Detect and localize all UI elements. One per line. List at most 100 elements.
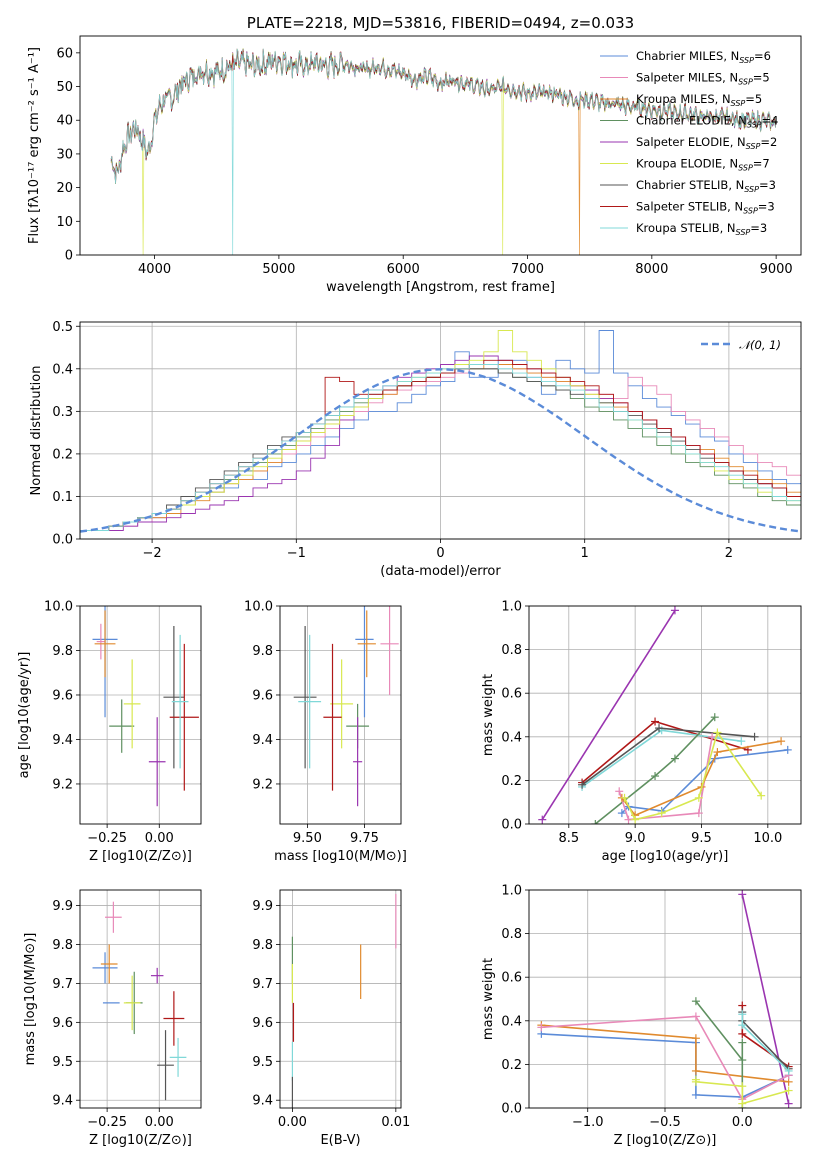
mass-vs-Z-axes: −0.25 0.00 9.4 9.5 9.6 9.7 9.8 9.9 [52,890,201,1130]
x-tick-label: 2 [725,546,733,561]
legend-label: Kroupa MILES, NSSP=5 [636,92,762,108]
y-tick-label: 9.4 [52,733,73,748]
y-tick-label: 9.6 [252,1016,273,1031]
weight-vs-Z-axes: −1.0 −0.5 0.0 0.0 0.2 0.4 0.6 0.8 1.0 [501,884,801,1130]
age-vs-mass-axes: 9.50 9.75 9.2 9.4 9.6 9.8 10.0 [244,600,401,846]
x-tick-label: −1 [287,546,306,561]
legend-label: Salpeter STELIB, NSSP=3 [636,200,775,216]
x-axis-label: Z [log10(Z/Z⊙)] [89,1133,192,1148]
legend-label: Chabrier MILES, NSSP=6 [636,49,771,65]
y-axis-label: mass weight [481,674,496,756]
weight-series-chabrier-elodie [691,997,747,1108]
x-tick-label: 6000 [387,262,420,277]
spectrum-line-kroupa-stelib [110,48,776,255]
error-point-chabrier-miles [355,606,374,718]
axes-frame [279,889,402,1109]
x-tick-label: 0 [436,546,444,561]
legend-label: Kroupa ELODIE, NSSP=7 [636,157,770,173]
y-tick-label: 1.0 [501,884,522,899]
y-tick-label: 9.6 [52,688,73,703]
x-tick-label: −0.25 [87,1115,127,1130]
spectrum-title: PLATE=2218, MJD=53816, FIBERID=0494, z=0… [247,14,634,32]
weight-series-chabrier-stelib [578,724,759,789]
weight-series-salpeter-stelib [578,717,752,787]
y-tick-label: 0 [65,249,73,264]
x-tick-label: 9000 [760,262,793,277]
axes-frame [279,605,402,825]
x-axis-label: wavelength [Angstrom, rest frame] [326,280,555,295]
x-tick-label: 8000 [635,262,668,277]
y-axis-label: Flux [fλ10⁻¹⁷ erg cm⁻² s⁻¹ A⁻¹] [27,47,42,244]
x-tick-label: 9.50 [293,831,322,846]
weight-series-salpeter-elodie [538,606,679,824]
legend-label: Salpeter MILES, NSSP=5 [636,71,770,87]
spectrum-axes: 4000 5000 6000 7000 8000 9000 0 10 20 30 40 50 60 [56,46,792,277]
y-tick-label: 0.2 [501,774,522,789]
age-vs-Z-axes: −0.25 0.00 9.2 9.4 9.6 9.8 10.0 [44,600,201,846]
y-tick-label: 9.6 [52,1016,73,1031]
y-tick-label: 9.9 [52,899,73,914]
y-tick-label: 9.2 [52,777,73,792]
error-point-kroupa-elodie [123,659,141,749]
x-tick-label: 10.0 [753,831,782,846]
x-tick-label: 5000 [262,262,295,277]
error-point-salpeter-stelib [169,643,199,791]
mass-vs-EBV-axes: 0.00 0.01 9.4 9.5 9.6 9.7 9.8 9.9 [252,890,410,1130]
x-axis-label: Z [log10(Z/Z⊙)] [89,849,192,864]
weight-series-kroupa-stelib [738,1010,793,1075]
error-point-salpeter-stelib [163,991,185,1046]
y-tick-label: 9.8 [252,938,273,953]
x-tick-label: −0.25 [87,831,127,846]
y-tick-label: 9.7 [52,977,73,992]
weight-series-kroupa-elodie [691,1075,793,1108]
legend-label: Salpeter ELODIE, NSSP=2 [636,135,777,151]
legend-label: Chabrier ELODIE, NSSP=4 [636,114,778,130]
y-tick-label: 9.4 [252,733,273,748]
x-tick-label: 9.75 [350,831,379,846]
error-point-kroupa-stelib [171,634,189,769]
x-tick-label: −0.5 [649,1115,681,1130]
axes-frame [79,889,202,1109]
y-tick-label: 9.8 [252,644,273,659]
y-tick-label: 0.4 [501,730,522,745]
error-point-salpeter-stelib [323,643,342,791]
y-tick-label: 30 [56,147,73,162]
x-tick-label: 4000 [138,262,171,277]
x-tick-label: 9.0 [625,831,646,846]
error-point-chabrier-miles [92,952,118,984]
x-tick-label: 0.01 [381,1115,410,1130]
y-tick-label: 10.0 [244,600,273,615]
weight-series-kroupa-elodie [620,728,766,824]
y-axis-label: mass [log10(M/M⊙)] [23,933,38,1066]
legend-label: Chabrier STELIB, NSSP=3 [636,178,776,194]
y-tick-label: 1.0 [501,600,522,615]
y-axis-label: age [log10(age/yr)] [17,652,32,779]
y-tick-label: 50 [56,80,73,95]
x-tick-label: 0.0 [732,1115,753,1130]
normal-curve [80,368,801,533]
y-tick-label: 9.4 [52,1094,73,1109]
y-tick-label: 0.0 [52,533,73,548]
y-tick-label: 10 [56,215,73,230]
y-tick-label: 40 [56,114,73,129]
y-tick-label: 60 [56,46,73,61]
weight-series-salpeter-elodie [738,890,793,1108]
x-tick-label: 0.00 [278,1115,307,1130]
error-point-chabrier-stelib [157,1030,174,1101]
x-axis-label: mass [log10(M/M⊙)] [274,849,407,864]
y-tick-label: 0.8 [501,643,522,658]
error-point-salpeter-miles [380,606,399,695]
x-tick-label: 0.00 [145,1115,174,1130]
x-axis-label: E(B-V) [320,1133,360,1148]
y-tick-label: 0.2 [501,1058,522,1073]
x-tick-label: 7000 [511,262,544,277]
x-tick-label: −2 [143,546,162,561]
axes-frame [79,605,202,825]
y-tick-label: 0.6 [501,687,522,702]
legend-label: 𝒩(0, 1) [739,338,781,352]
y-tick-label: 9.2 [252,777,273,792]
y-tick-label: 0.3 [52,405,73,420]
x-tick-label: 9.5 [691,831,712,846]
error-point-kroupa-stelib [169,1037,187,1077]
error-point-salpeter-miles [105,901,122,933]
